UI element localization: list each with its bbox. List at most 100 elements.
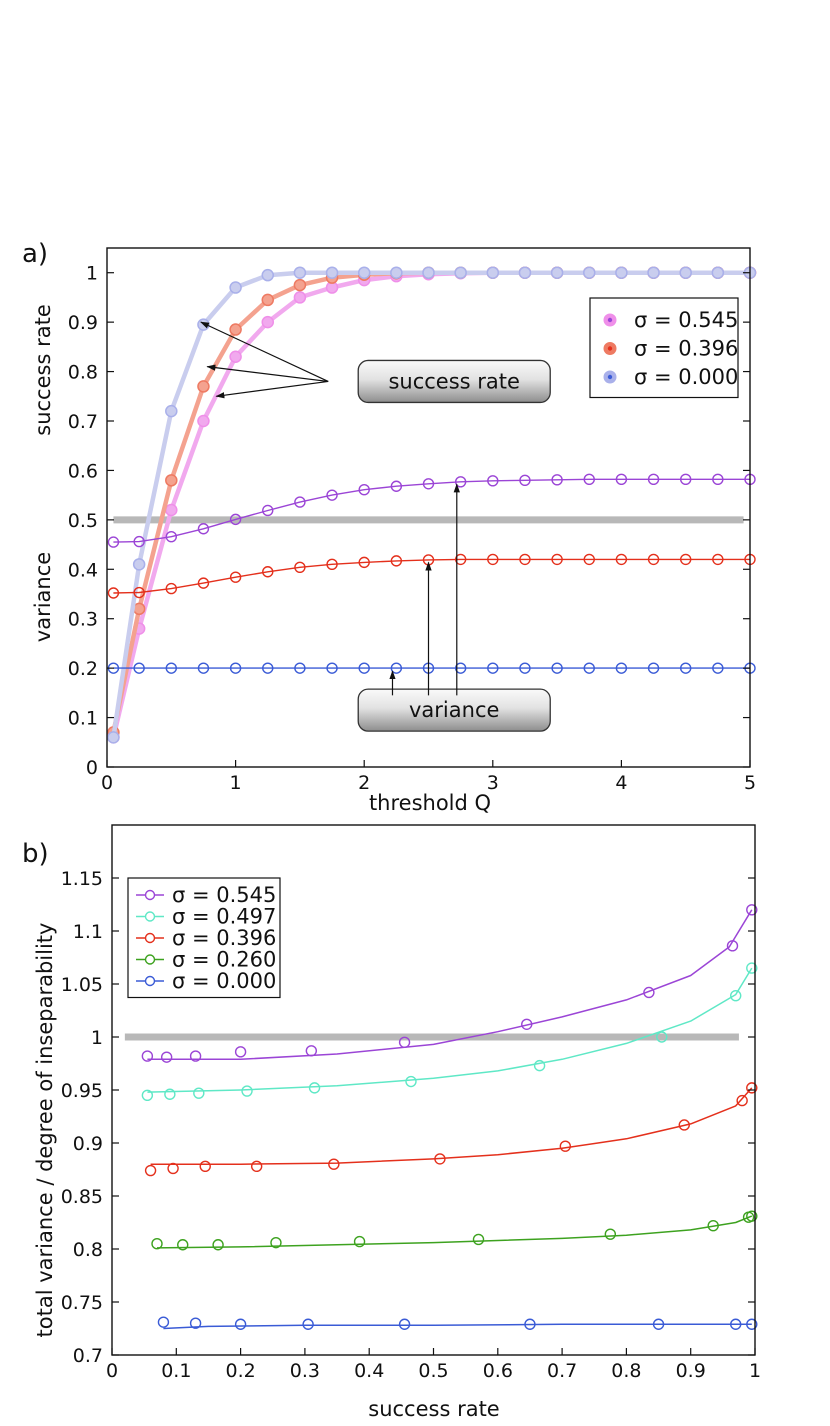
chart-b-series-point [157, 1316, 170, 1328]
callout-arrows [200, 321, 460, 696]
series-variance-point [454, 662, 467, 674]
chart-b-series-point [353, 1235, 366, 1248]
callout-success-rate-label: success rate [388, 369, 519, 393]
series-success-point [197, 380, 210, 393]
chart-b-x-tick-label: 1 [749, 1360, 761, 1382]
chart-b-series-point [746, 904, 758, 916]
series-success-point [293, 291, 307, 304]
chart-b-y-tick-label: 0.7 [73, 1345, 103, 1367]
chart-a-legend-marker-dot [607, 346, 613, 351]
series-success-point [518, 266, 532, 279]
chart-b-x-axis-label: success rate [368, 1397, 499, 1421]
chart-b-series-0 [141, 904, 758, 1063]
chart-a: a) success rate variance σ = 0.545 σ = 0.… [22, 239, 757, 815]
series-variance-point [358, 484, 370, 496]
chart-b-x-tick-label: 0.7 [547, 1360, 577, 1382]
chart-b-series-point [305, 1045, 318, 1057]
series-success-point [229, 350, 242, 363]
series-variance-point [712, 662, 724, 674]
chart-b-series-point [270, 1236, 282, 1249]
series-success-point [390, 266, 403, 279]
chart-b-legend-item: σ = 0.497 [136, 905, 276, 929]
series-variance-point [326, 662, 338, 674]
series-variance-point [133, 535, 145, 548]
series-variance-line [113, 478, 750, 543]
chart-b-series-point [250, 1160, 263, 1173]
chart-b-legend-label: σ = 0.000 [172, 969, 276, 993]
chart-a-y-tick-label: 0.5 [68, 510, 98, 532]
series-variance-point [390, 555, 403, 567]
chart-a-x-tick-label: 1 [230, 772, 242, 794]
chart-b-legend-label: σ = 0.396 [172, 926, 276, 950]
chart-b-y-tick-label: 1 [91, 1027, 103, 1049]
series-success-point [550, 266, 564, 279]
series-variance-point [487, 662, 499, 674]
chart-b-legend-label: σ = 0.260 [172, 948, 276, 972]
series-variance-point [326, 558, 338, 571]
chart-b-series-point [164, 1088, 176, 1100]
series-variance-point [358, 662, 370, 674]
chart-b-series-point [736, 1094, 748, 1107]
chart-b-series-point [234, 1046, 247, 1058]
series-variance-point [519, 662, 531, 674]
chart-b-series-point [604, 1228, 617, 1240]
chart-b-x-tick-label: 0.6 [483, 1360, 513, 1382]
chart-b-legend-item: σ = 0.260 [136, 948, 276, 972]
series-variance-point [262, 504, 274, 517]
series-variance-point [358, 556, 370, 569]
series-success-point [165, 474, 178, 487]
chart-a-y-tick-label: 1 [86, 263, 98, 285]
chart-b-series-line [156, 1215, 753, 1249]
chart-a-y-tick-label: 0 [86, 757, 98, 779]
chart-b-series-point [141, 1050, 154, 1062]
chart-b-series-2 [144, 1082, 758, 1177]
series-variance-point [390, 480, 403, 492]
series-variance-point [390, 662, 403, 674]
chart-b-series-point [241, 1085, 253, 1097]
series-success-point [422, 266, 435, 279]
series-variance-point [519, 474, 531, 487]
chart-b-series-point [524, 1318, 536, 1330]
chart-b-x-tick-label: 0.1 [161, 1360, 191, 1382]
chart-b-series-point [193, 1087, 205, 1099]
series-variance-point [294, 496, 306, 508]
chart-b-series-point [234, 1318, 247, 1330]
series-success-point [261, 315, 274, 329]
chart-a-legend-label: σ = 0.545 [634, 308, 738, 332]
callout-success-rate: success rate [357, 359, 551, 404]
series-variance-point [197, 577, 210, 589]
series-success-point [357, 266, 371, 279]
chart-b-y-tick-label: 1.15 [61, 868, 103, 890]
chart-a-legend-marker-dot [607, 317, 613, 323]
chart-b-series-point [189, 1050, 202, 1062]
chart-b-series-1 [141, 962, 758, 1102]
chart-a-y-tick-label: 0.2 [68, 658, 98, 680]
chart-b-series-point [177, 1239, 189, 1251]
series-variance-point [229, 513, 242, 526]
chart-b-series-line [163, 1323, 752, 1330]
series-variance-point [165, 662, 178, 674]
chart-a-y-tick-label: 0.8 [68, 362, 98, 384]
series-success-point [197, 414, 210, 428]
chart-b-legend-marker [144, 911, 156, 922]
chart-b-x-tick-label: 0.3 [290, 1360, 320, 1382]
chart-a-panel-label: a) [22, 239, 48, 269]
chart-b-legend-label: σ = 0.545 [172, 883, 276, 907]
series-variance-point [454, 553, 467, 566]
chart-b-series-point [730, 989, 742, 1002]
chart-b-series-point [652, 1318, 665, 1330]
chart-a-legend-label: σ = 0.396 [634, 337, 738, 361]
chart-b-series-line [147, 909, 753, 1061]
series-variance-point [165, 582, 178, 595]
series-variance-point [165, 530, 178, 543]
chart-b-x-tick-label: 0.2 [225, 1360, 255, 1382]
callout-variance: variance [357, 688, 551, 732]
chart-b-y-tick-label: 0.8 [73, 1239, 103, 1261]
chart-a-y-axis-label-success: success rate [31, 304, 55, 435]
series-variance-point [680, 553, 692, 566]
series-variance-point [712, 473, 724, 486]
chart-a-plot-frame [106, 247, 751, 768]
series-variance-point [422, 478, 435, 490]
chart-b-y-tick-label: 0.75 [61, 1292, 103, 1314]
series-success-point [293, 266, 307, 279]
